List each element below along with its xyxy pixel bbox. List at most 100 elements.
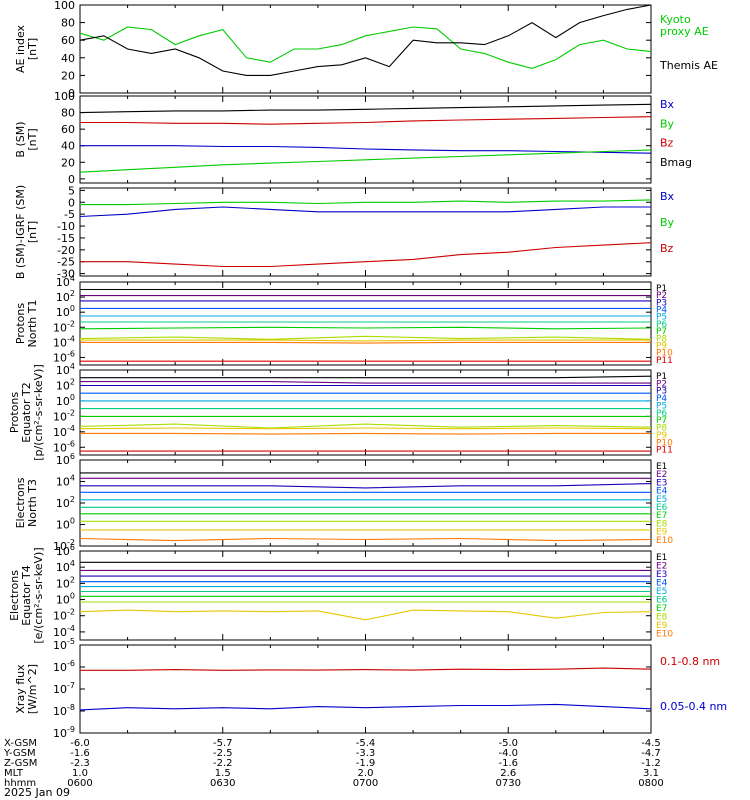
y-tick-label: 10-2 (53, 538, 75, 553)
y-tick-label: 20 (61, 69, 75, 82)
y-axis-label-pe: [p/(cm²-s-sr-keV)] (32, 364, 45, 461)
y-axis-label-bsm: [nT] (26, 128, 39, 150)
series-bsm-by (80, 116, 652, 125)
y-tick-label: 10-8 (53, 703, 75, 718)
legend-ee-e2: E2 (656, 562, 667, 572)
y-tick-label: 10-2 (53, 608, 75, 623)
legend-pn-p10: P10 (656, 349, 673, 359)
panel-igrf: -30-25-20-15-10-505 B (SM)-IGRF (SM) [nT] B… (14, 184, 675, 280)
y-tick-label: 10-2 (53, 319, 75, 334)
footer-value: 0600 (67, 778, 92, 789)
series-pe-p10 (80, 432, 651, 435)
series-pn-p8 (79, 335, 652, 340)
series-pe-p8 (79, 423, 652, 429)
series-bsm-bmag (79, 103, 652, 114)
footer-row-label: Z-GSM (4, 758, 37, 769)
legend-en-e7: E7 (656, 511, 667, 521)
y-tick-label: 10-6 (53, 659, 75, 674)
legend-ee-e4: E4 (656, 579, 668, 589)
legend-pn-p11: P11 (656, 356, 673, 366)
y-axis-label-pe: Protons (8, 392, 21, 433)
series-xray-0-1-0-8-nm (80, 667, 652, 671)
legend-ee-e8: E8 (656, 613, 668, 623)
panel-frame-pn (79, 281, 652, 366)
legend-en-e1: E1 (656, 462, 667, 472)
y-axis-label-ae: AE index (14, 24, 27, 73)
y-tick-label: 100 (54, 90, 75, 103)
legend-en-e6: E6 (656, 503, 668, 513)
y-axis-label-xray: [W/m^2] (26, 664, 39, 714)
y-tick-label: -20 (57, 244, 75, 257)
series-bsm-bz (79, 149, 652, 173)
y-tick-label: 10-9 (53, 725, 75, 740)
footer-value: 0730 (496, 778, 521, 789)
y-axis-label-ae: [nT] (26, 38, 39, 60)
y-tick-label: 10-6 (53, 439, 75, 454)
footer-value: -4.5 (641, 738, 661, 749)
footer-value: -3.3 (356, 748, 376, 759)
footer-row-label: X-GSM (4, 738, 37, 749)
footer-value: -2.5 (213, 748, 233, 759)
footer-row-label: hhmm (4, 778, 36, 789)
y-tick-label: 102 (56, 289, 75, 304)
y-tick-label: 100 (54, 0, 75, 12)
footer-value: 3.1 (643, 768, 659, 779)
legend-pn-p1: P1 (656, 284, 667, 294)
y-tick-label: 0 (68, 87, 75, 100)
y-tick-label: 10-2 (53, 408, 75, 423)
legend-pn-p7: P7 (656, 327, 667, 337)
series-ee-e9 (79, 609, 652, 621)
panel-xray: 10-9 10-8 10-7 10-6 10-5 Xray flux [W/m^2] 0.1-… (14, 637, 727, 740)
y-tick-label: 80 (61, 107, 75, 120)
y-axis-label-bsm: B (SM) (14, 121, 27, 157)
legend-bsm-1: Bx (660, 98, 675, 111)
legend-pe-p9: P9 (656, 431, 667, 441)
y-tick-label: 60 (61, 34, 75, 47)
series-igrf-by (80, 199, 652, 206)
footer-value: -1.6 (70, 748, 90, 759)
y-tick-label: 104 (56, 362, 75, 377)
y-axis-label-en: North T3 (26, 479, 39, 527)
legend-en-e8: E8 (656, 519, 668, 529)
y-tick-label: 5 (68, 184, 75, 197)
footer-value: 1.5 (215, 768, 231, 779)
legend-xray-1: 0.1-0.8 nm (660, 655, 720, 668)
legend-ae-3: Themis AE (659, 59, 718, 72)
footer-value: -4.0 (498, 748, 518, 759)
footer-value: -5.7 (213, 738, 233, 749)
y-tick-label: 104 (56, 474, 75, 489)
y-axis-label-en: Electrons (14, 477, 27, 528)
y-tick-label: 40 (61, 140, 75, 153)
legend-ee-e5: E5 (656, 587, 667, 597)
legend-ee-e1: E1 (656, 553, 667, 563)
legend-igrf-2: By (660, 216, 675, 229)
footer-row-label: MLT (4, 768, 24, 779)
y-tick-label: 106 (56, 543, 75, 558)
legend-pe-p4: P4 (656, 394, 667, 404)
series-igrf-bx (79, 206, 651, 218)
y-tick-label: 10-4 (53, 624, 75, 639)
legend-xray-2: 0.05-0.4 nm (660, 700, 727, 713)
y-tick-label: 102 (56, 495, 75, 510)
legend-bsm-2: By (660, 117, 675, 130)
footer-value: -1.6 (498, 758, 518, 769)
y-tick-label: 20 (61, 156, 75, 169)
y-tick-label: 0 (68, 173, 75, 186)
footer-value: 1.0 (72, 768, 88, 779)
panel-frame-ee (79, 550, 652, 641)
series-xray-0-05-0-4-nm (79, 703, 652, 711)
y-axis-label-ee: [e/(cm²-s-sr-keV)] (32, 547, 45, 643)
legend-en-e3: E3 (656, 478, 667, 488)
series-en-e3 (80, 483, 652, 489)
legend-ae-2: proxy AE (660, 25, 709, 38)
legend-pe-p8: P8 (656, 424, 667, 434)
legend-pn-p4: P4 (656, 306, 667, 316)
legend-pn-p6: P6 (656, 320, 667, 330)
footer-value: 2.0 (358, 768, 374, 779)
footer-value: 2.6 (500, 768, 516, 779)
legend-igrf-1: Bx (660, 190, 675, 203)
